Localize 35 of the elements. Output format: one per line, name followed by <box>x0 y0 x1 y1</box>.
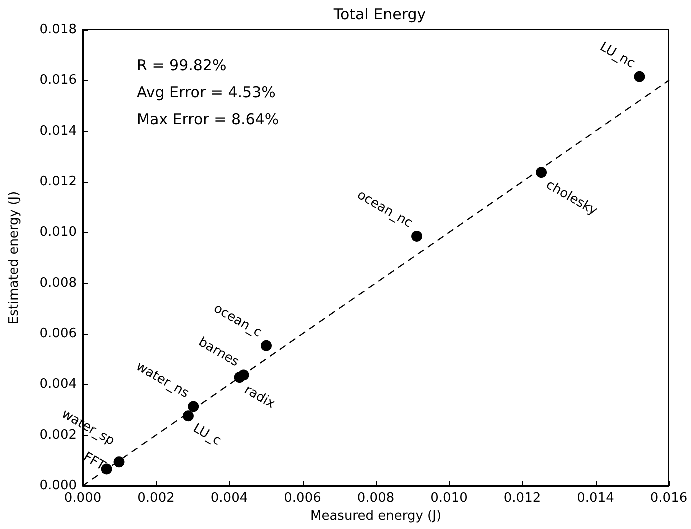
point <box>238 370 250 381</box>
y-tick-label: 0.016 <box>40 73 77 88</box>
point <box>114 456 125 468</box>
y-tick-label: 0.006 <box>40 326 77 342</box>
annotation: radix <box>242 382 278 412</box>
x-tick-label: 0.012 <box>504 491 542 506</box>
x-axis-title: Measured energy (J) <box>310 508 442 524</box>
x-tick-label: 0.002 <box>138 491 175 506</box>
point <box>182 410 194 422</box>
x-tick-label: 0.010 <box>430 491 468 506</box>
annotation: R = 99.82% <box>137 56 227 74</box>
x-tick-label: 0.006 <box>284 491 322 506</box>
point <box>412 230 423 242</box>
y-tick-label: 0.004 <box>40 377 77 392</box>
annotation: Avg Error = 4.53% <box>137 84 276 102</box>
y-tick-label: 0.012 <box>40 174 77 190</box>
annotation: LU_c <box>190 421 224 450</box>
point <box>634 71 646 82</box>
y-tick-label: 0.000 <box>40 478 77 494</box>
y-tick-label: 0.018 <box>40 22 77 38</box>
x-tick-label: 0.004 <box>210 491 248 506</box>
annotation: Max Error = 8.64% <box>137 110 280 128</box>
point <box>188 401 200 412</box>
x-tick-label: 0.008 <box>357 491 395 506</box>
point <box>261 340 272 352</box>
chart-title: Total Energy <box>332 6 426 24</box>
annotation: FFT <box>80 450 108 474</box>
point <box>536 167 548 178</box>
y-tick-label: 0.010 <box>40 225 77 240</box>
y-axis-title: Estimated energy (J) <box>7 191 22 325</box>
x-tick-label: 0.000 <box>64 491 102 506</box>
y-tick-label: 0.014 <box>40 124 77 139</box>
y-tick-label: 0.008 <box>40 276 77 291</box>
x-tick-label: 0.014 <box>577 491 614 506</box>
x-tick-label: 0.016 <box>650 491 688 506</box>
